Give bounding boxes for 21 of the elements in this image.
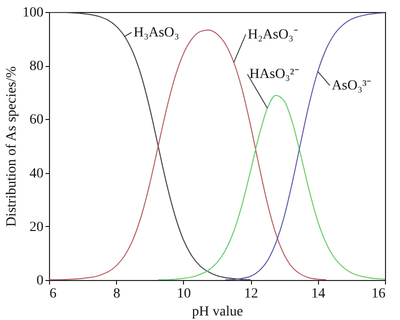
series-label: H₂AsO₃⁻ bbox=[248, 27, 298, 42]
line-series bbox=[224, 12, 385, 280]
x-axis-title: pH value bbox=[192, 304, 243, 320]
line-series bbox=[158, 94, 385, 280]
x-tick-label: 6 bbox=[50, 286, 56, 302]
x-tick-label: 12 bbox=[244, 286, 258, 302]
x-tick-label: 8 bbox=[113, 286, 120, 302]
y-tick-label: 80 bbox=[30, 59, 44, 74]
series-label: HAsO₃²⁻ bbox=[249, 67, 300, 82]
x-tick-label: 14 bbox=[311, 286, 326, 302]
series-label: H₃AsO₃ bbox=[134, 25, 180, 40]
y-axis-title: Distribution of As species/% bbox=[4, 66, 20, 227]
y-tick-label: 60 bbox=[30, 112, 44, 128]
y-tick-label: 100 bbox=[22, 6, 44, 20]
series-label: AsO₃³⁻ bbox=[332, 78, 372, 94]
x-tick-label: 16 bbox=[372, 286, 386, 302]
x-tick-label: 10 bbox=[176, 286, 191, 302]
y-tick-label: 0 bbox=[36, 274, 44, 288]
y-tick-label: 20 bbox=[30, 220, 44, 235]
y-tick-label: 40 bbox=[30, 166, 44, 182]
line-series bbox=[49, 29, 327, 280]
